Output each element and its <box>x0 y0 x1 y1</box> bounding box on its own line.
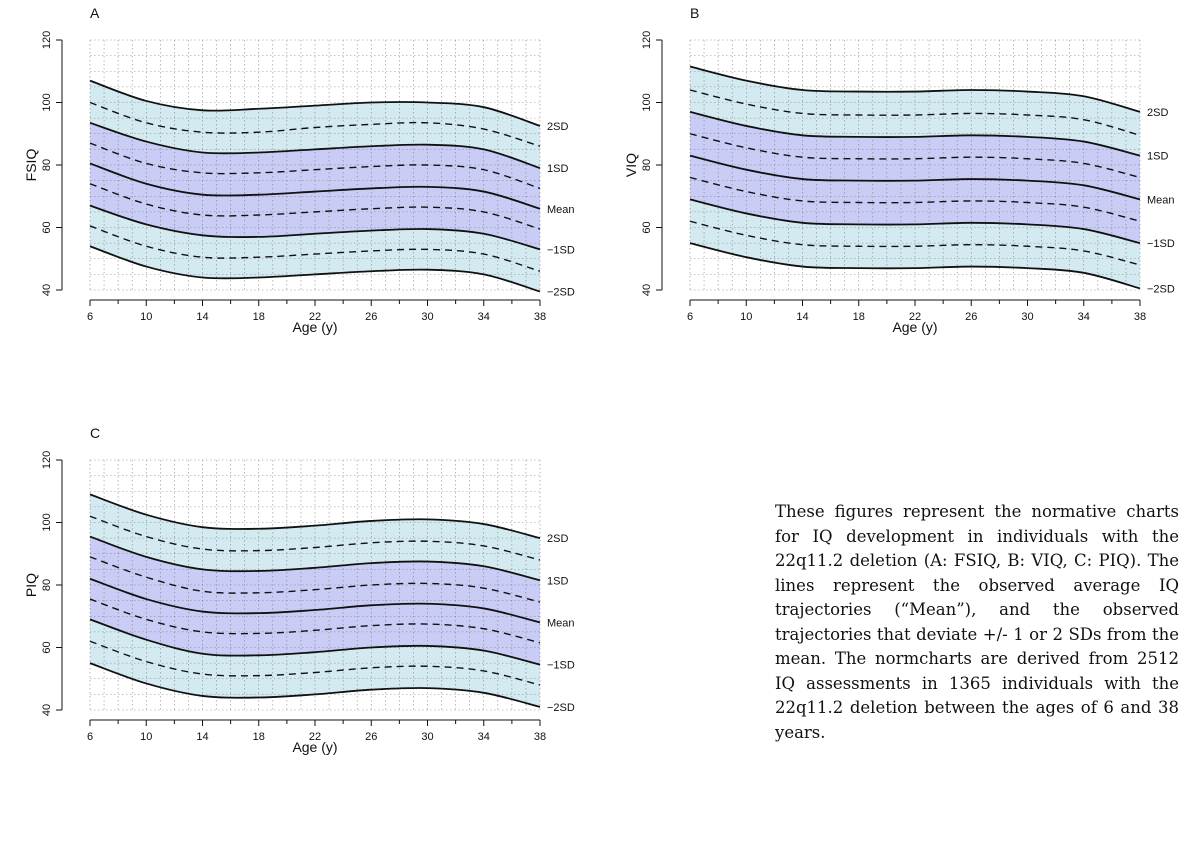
series-line-minus-1sd <box>689 198 1141 245</box>
x-axis-label: Age (y) <box>892 319 937 335</box>
series-line-2sd <box>689 65 1141 113</box>
series-label: 2SD <box>1147 107 1168 119</box>
series-line-minus-2sd <box>689 242 1141 290</box>
x-tick-label: 10 <box>740 311 752 323</box>
series-line-minus-1sd <box>89 618 541 666</box>
x-tick-label: 34 <box>1078 311 1090 323</box>
x-tick-label: 34 <box>478 731 490 743</box>
y-tick-label: 80 <box>41 579 53 591</box>
x-tick-label: 18 <box>853 311 865 323</box>
series-label: −1SD <box>1147 238 1175 250</box>
series-line-dashed-3 <box>89 142 541 190</box>
series-label: −2SD <box>1147 283 1175 295</box>
series-label: 2SD <box>547 533 568 545</box>
y-tick-label: 100 <box>41 93 53 111</box>
series-line-dashed-1 <box>89 101 541 147</box>
series-line-2sd <box>89 79 541 127</box>
series-label: 1SD <box>1147 151 1168 163</box>
y-tick-label: 100 <box>41 513 53 531</box>
series-label: −1SD <box>547 660 575 672</box>
panel-letter: B <box>690 5 699 21</box>
series-label: Mean <box>547 204 575 216</box>
y-tick-label: 60 <box>641 221 653 233</box>
x-axis-label: Age (y) <box>292 319 337 335</box>
y-tick-label: 120 <box>41 451 53 469</box>
x-tick-label: 14 <box>196 731 208 743</box>
series-label: 2SD <box>547 121 568 133</box>
x-tick-label: 30 <box>421 311 433 323</box>
y-tick-label: 120 <box>41 31 53 49</box>
series-label: Mean <box>547 618 575 630</box>
series-line-dashed-5 <box>89 183 541 230</box>
x-tick-label: 30 <box>421 731 433 743</box>
x-tick-label: 6 <box>687 311 693 323</box>
series-line-mean <box>89 577 541 624</box>
x-tick-label: 14 <box>796 311 808 323</box>
y-tick-label: 60 <box>41 641 53 653</box>
y-tick-label: 80 <box>41 159 53 171</box>
y-tick-label: 40 <box>41 284 53 296</box>
y-tick-label: 80 <box>641 159 653 171</box>
x-tick-label: 38 <box>534 731 546 743</box>
series-label: Mean <box>1147 194 1175 206</box>
y-tick-label: 100 <box>641 93 653 111</box>
panel-letter: A <box>90 5 100 21</box>
y-axis-label: PIQ <box>23 573 39 597</box>
y-tick-label: 40 <box>641 284 653 296</box>
series-line-mean <box>89 162 541 210</box>
series-line-dashed-7 <box>89 225 541 272</box>
series-line-dashed-1 <box>689 89 1141 136</box>
x-tick-label: 22 <box>309 311 321 323</box>
x-tick-label: 14 <box>196 311 208 323</box>
x-tick-label: 30 <box>1021 311 1033 323</box>
x-tick-label: 22 <box>909 311 921 323</box>
series-label: 1SD <box>547 163 568 175</box>
series-line-dashed-1 <box>89 515 541 561</box>
series-line-dashed-7 <box>89 640 541 686</box>
x-tick-label: 18 <box>253 731 265 743</box>
x-tick-label: 10 <box>140 731 152 743</box>
x-tick-label: 26 <box>965 311 977 323</box>
x-tick-label: 38 <box>534 311 546 323</box>
series-label: 1SD <box>547 575 568 587</box>
series-line-1sd <box>89 121 541 169</box>
panel-letter: C <box>90 425 100 441</box>
figure-caption: These figures represent the normative ch… <box>775 502 1179 742</box>
chart-panel-b: 2SD 1SD Mean −1SD −2SD 40 60 80 100 120 VIQ 6 10 14 18… <box>623 5 1175 335</box>
series-line-minus-2sd <box>89 245 541 293</box>
series-line-1sd <box>89 535 541 582</box>
series-label: −2SD <box>547 287 575 299</box>
series-line-dashed-3 <box>689 133 1141 179</box>
x-tick-label: 38 <box>1134 311 1146 323</box>
x-tick-label: 26 <box>365 731 377 743</box>
x-tick-label: 26 <box>365 311 377 323</box>
y-axis-label: FSIQ <box>23 149 39 182</box>
x-tick-label: 6 <box>87 731 93 743</box>
series-line-minus-2sd <box>89 662 541 708</box>
chart-panel-c: 2SD 1SD Mean −1SD −2SD 40 60 80 100 120 PIQ 6 10 14 18… <box>23 425 575 755</box>
series-line-mean <box>689 154 1141 201</box>
series-line-dashed-7 <box>689 220 1141 266</box>
x-tick-label: 6 <box>87 311 93 323</box>
series-label: −2SD <box>547 702 575 714</box>
series-line-dashed-3 <box>89 556 541 603</box>
x-tick-label: 22 <box>309 731 321 743</box>
y-tick-label: 40 <box>41 704 53 716</box>
series-line-1sd <box>689 111 1141 157</box>
x-axis-label: Age (y) <box>292 739 337 755</box>
x-tick-label: 10 <box>140 311 152 323</box>
x-tick-label: 34 <box>478 311 490 323</box>
series-line-2sd <box>89 493 541 540</box>
inner-band <box>90 122 540 250</box>
y-tick-label: 120 <box>641 31 653 49</box>
series-label: −1SD <box>547 244 575 256</box>
series-line-minus-1sd <box>89 204 541 251</box>
y-axis-label: VIQ <box>623 153 639 177</box>
series-line-dashed-5 <box>89 598 541 644</box>
x-tick-label: 18 <box>253 311 265 323</box>
series-line-dashed-5 <box>689 176 1141 222</box>
chart-panel-a: 2SD 1SD Mean −1SD −2SD 40 60 80 100 120 FSIQ 6 10 14 1… <box>23 5 575 335</box>
y-tick-label: 60 <box>41 221 53 233</box>
